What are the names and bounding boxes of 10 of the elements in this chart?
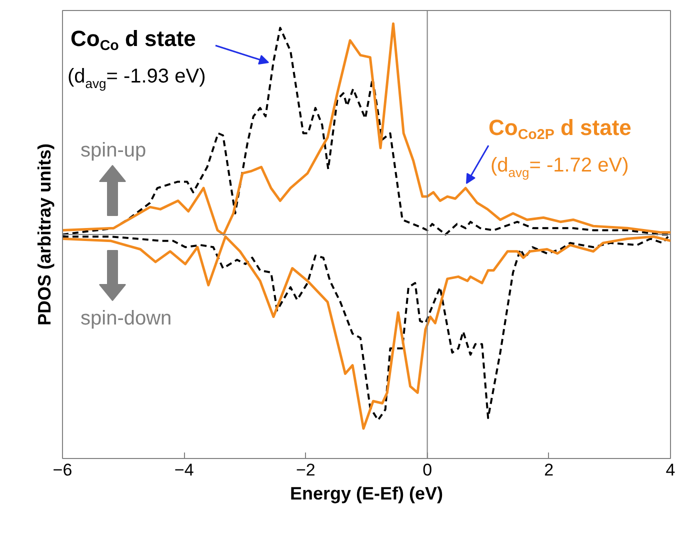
x-tick-label: −6 xyxy=(52,460,72,480)
x-tick-label: 0 xyxy=(422,460,432,480)
x-tick-label: 4 xyxy=(666,460,676,480)
annotation: spin-up xyxy=(80,140,146,162)
x-tick-label: −2 xyxy=(296,460,316,480)
x-axis-title: Energy (E-Ef) (eV) xyxy=(290,484,444,504)
y-axis-title: PDOS (arbitray units) xyxy=(34,143,54,326)
annotation: spin-down xyxy=(80,308,172,330)
x-tick-label: −4 xyxy=(174,460,194,480)
x-tick-label: 2 xyxy=(544,460,554,480)
